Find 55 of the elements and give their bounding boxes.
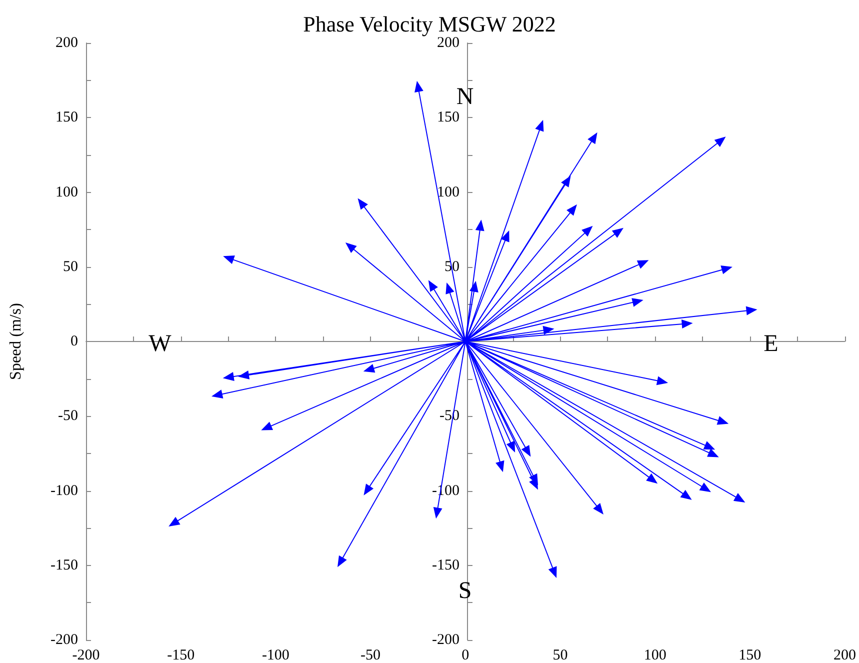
- y-tick-label: -100: [50, 482, 78, 499]
- point: [212, 390, 224, 398]
- point: [345, 242, 357, 253]
- y-tick-label: 200: [56, 35, 78, 51]
- x-tick-label: 0: [462, 648, 470, 663]
- point: [636, 260, 649, 269]
- y2-tick-label: 200: [437, 35, 460, 51]
- x-tick-label: 50: [552, 648, 568, 663]
- y-tick-label: -200: [50, 632, 78, 648]
- point: [746, 306, 758, 316]
- point: [363, 364, 376, 373]
- point: [656, 376, 668, 386]
- x-tick-label: 100: [644, 648, 666, 663]
- point: [223, 256, 235, 264]
- y2-tick-label: -150: [432, 557, 460, 574]
- point: [699, 482, 711, 492]
- point: [646, 473, 658, 484]
- y-tick-label: -150: [50, 557, 78, 574]
- y-tick-label: 0: [70, 334, 78, 350]
- point: [714, 136, 726, 147]
- y2-tick-label: 100: [437, 184, 460, 200]
- point: [720, 266, 732, 274]
- point: [632, 298, 644, 307]
- point: [261, 422, 274, 430]
- y2-tick-label: 150: [437, 110, 460, 126]
- annotation: W: [148, 331, 172, 357]
- y-tick-label: -50: [58, 408, 78, 424]
- x-tick-label: -50: [360, 648, 381, 663]
- point: [566, 204, 577, 216]
- point: [733, 493, 746, 502]
- y-tick-label: 100: [56, 184, 78, 200]
- chart-title: Phase Velocity MSGW 2022: [303, 12, 556, 36]
- point: [238, 370, 250, 380]
- y2-tick-label: -200: [432, 632, 460, 648]
- x-tick-label: -150: [167, 648, 195, 663]
- point: [703, 441, 716, 450]
- point: [582, 226, 593, 237]
- x-tick-label: -100: [262, 648, 290, 663]
- point: [716, 416, 729, 425]
- annotation: E: [764, 331, 778, 357]
- point: [706, 448, 719, 458]
- annotation: S: [458, 578, 472, 604]
- point: [612, 228, 624, 238]
- y-tick-label: 150: [56, 110, 78, 126]
- point: [680, 490, 692, 500]
- y-tick-label: 50: [63, 258, 78, 275]
- point: [542, 326, 554, 335]
- point: [168, 516, 180, 526]
- annotation: N: [456, 84, 474, 110]
- point: [222, 372, 234, 381]
- point: [593, 503, 604, 514]
- y-axis-title: Speed (m/s): [8, 303, 24, 380]
- x-tick-label: 150: [738, 648, 762, 663]
- point: [681, 320, 693, 329]
- x-tick-label: 200: [834, 648, 856, 663]
